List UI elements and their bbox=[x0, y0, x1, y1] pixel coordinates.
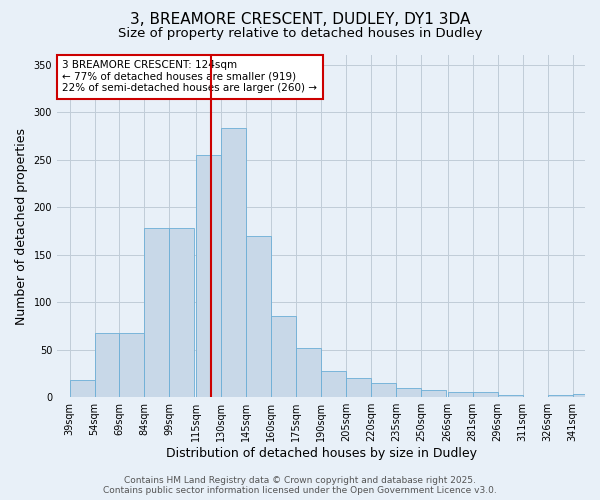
Bar bbox=[119, 332, 145, 397]
Text: 3 BREAMORE CRESCENT: 124sqm
← 77% of detached houses are smaller (919)
22% of se: 3 BREAMORE CRESCENT: 124sqm ← 77% of det… bbox=[62, 60, 317, 94]
Bar bbox=[448, 392, 473, 397]
Bar bbox=[346, 378, 371, 397]
Bar bbox=[70, 380, 95, 397]
Text: 3, BREAMORE CRESCENT, DUDLEY, DY1 3DA: 3, BREAMORE CRESCENT, DUDLEY, DY1 3DA bbox=[130, 12, 470, 28]
Bar bbox=[572, 394, 598, 397]
Bar bbox=[169, 228, 194, 397]
Bar bbox=[473, 392, 497, 397]
Text: Size of property relative to detached houses in Dudley: Size of property relative to detached ho… bbox=[118, 28, 482, 40]
Bar bbox=[371, 383, 396, 397]
Text: Contains HM Land Registry data © Crown copyright and database right 2025.
Contai: Contains HM Land Registry data © Crown c… bbox=[103, 476, 497, 495]
Bar bbox=[271, 316, 296, 397]
Bar bbox=[321, 370, 346, 397]
Bar bbox=[421, 390, 446, 397]
Bar bbox=[95, 332, 119, 397]
X-axis label: Distribution of detached houses by size in Dudley: Distribution of detached houses by size … bbox=[166, 447, 476, 460]
Bar bbox=[497, 396, 523, 397]
Bar bbox=[548, 396, 572, 397]
Bar bbox=[296, 348, 321, 397]
Bar bbox=[145, 228, 169, 397]
Bar bbox=[196, 155, 221, 397]
Bar bbox=[396, 388, 421, 397]
Bar bbox=[221, 128, 246, 397]
Y-axis label: Number of detached properties: Number of detached properties bbox=[15, 128, 28, 324]
Bar bbox=[246, 236, 271, 397]
